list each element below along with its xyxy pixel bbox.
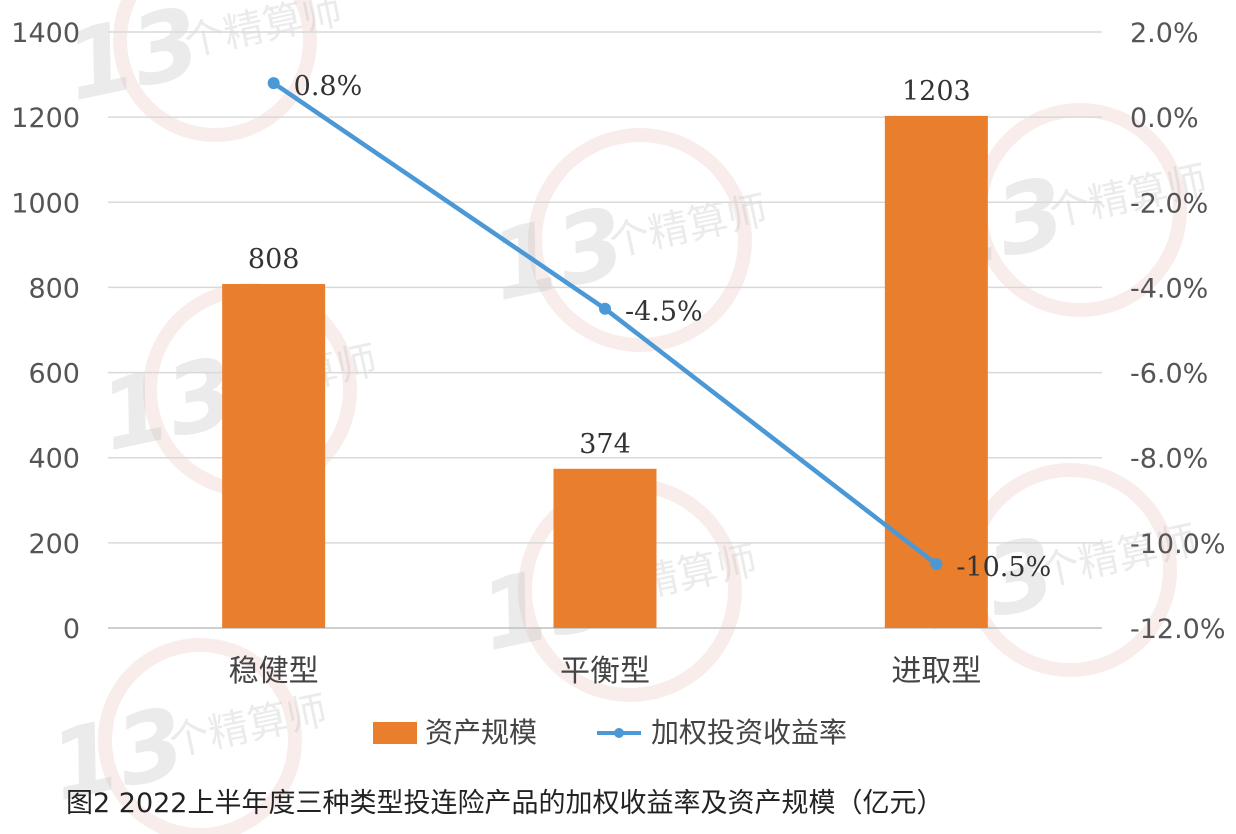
right-tick-label: -8.0% [1130, 444, 1208, 475]
bar-value-label: 808 [248, 244, 300, 275]
watermark-number: 13 [481, 186, 635, 323]
watermark-ring [98, 638, 302, 834]
left-tick-label: 1400 [11, 18, 80, 49]
line-series [267, 77, 943, 571]
left-tick-label: 200 [28, 529, 80, 560]
watermark-number: 13 [41, 686, 195, 823]
category-label: 平衡型 [560, 654, 650, 689]
rate-value-label: 0.8% [294, 71, 363, 102]
bar-value-label: 1203 [902, 76, 971, 107]
left-tick-label: 600 [28, 359, 80, 390]
legend-line-label: 加权投资收益率 [651, 716, 847, 749]
bar-series [222, 115, 988, 628]
right-tick-label: -10.0% [1130, 529, 1226, 560]
rate-point-0 [267, 77, 280, 90]
rate-point-1 [599, 302, 611, 315]
category-label: 稳健型 [229, 654, 319, 689]
watermark-number: 13 [91, 336, 245, 473]
right-tick-label: -2.0% [1130, 188, 1208, 219]
bar-value-label: 374 [579, 429, 631, 460]
category-label: 进取型 [891, 654, 981, 689]
bar-data-labels: 808 374 1203 [248, 76, 971, 460]
category-axis-labels: 稳健型 平衡型 进取型 [229, 654, 982, 689]
bar-0 [222, 284, 326, 628]
rate-value-label: -4.5% [625, 297, 703, 328]
bar-2 [884, 115, 988, 628]
left-y-axis: 0 200 400 600 800 1000 1200 1400 [11, 18, 80, 645]
watermark-text: 个精算师 [180, 0, 346, 66]
left-tick-label: 0 [63, 614, 80, 645]
right-tick-label: 2.0% [1130, 18, 1199, 49]
figure-caption: 图2 2022上半年度三种类型投连险产品的加权收益率及资产规模（亿元） [66, 788, 943, 819]
bar-1 [553, 468, 657, 628]
rate-point-2 [930, 558, 943, 571]
legend-bar-label: 资产规模 [425, 716, 537, 749]
watermark-layer: 13个精算师13个精算师13个精算师13个精算师13个精算师13个精算师13个精… [41, 0, 1211, 834]
right-tick-label: 0.0% [1130, 103, 1199, 134]
left-tick-label: 1000 [11, 188, 80, 219]
legend-line-marker [614, 728, 624, 738]
legend: 资产规模 加权投资收益率 [373, 716, 847, 749]
legend-bar-swatch [373, 722, 417, 744]
watermark-ring [113, 0, 317, 142]
rate-value-label: -10.5% [956, 552, 1051, 583]
left-tick-label: 800 [28, 273, 80, 304]
left-tick-label: 400 [28, 444, 80, 475]
right-tick-label: -4.0% [1130, 273, 1208, 304]
left-tick-label: 1200 [11, 103, 80, 134]
right-tick-label: -12.0% [1130, 614, 1226, 645]
right-tick-label: -6.0% [1130, 359, 1208, 390]
watermark-text: 个精算师 [165, 688, 331, 766]
right-y-axis: -12.0% -10.0% -8.0% -6.0% -4.0% -2.0% 0.0% 2.0% [1130, 18, 1226, 645]
line-data-labels: 0.8% -4.5% -10.5% [294, 71, 1052, 583]
